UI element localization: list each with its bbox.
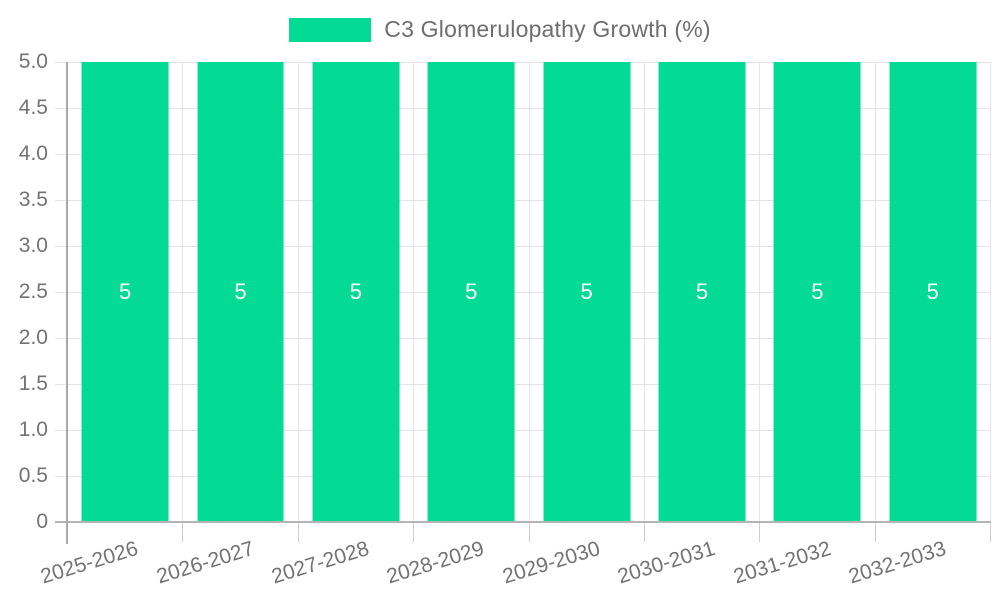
y-tick-label: 4.5 (18, 96, 48, 119)
y-axis-labels: 5.0 4.5 4.0 3.5 3.0 2.5 2.0 1.5 1.0 0.5 … (0, 50, 52, 533)
bar-value-label: 5 (119, 279, 132, 304)
bar-value-label: 5 (926, 279, 939, 304)
bar[interactable]: 5 (312, 62, 400, 522)
legend-label: C3 Glomerulopathy Growth (%) (384, 16, 711, 42)
category-2029-2030: 5 2029-2030 (500, 62, 646, 588)
category-2027-2028: 5 2027-2028 (269, 62, 415, 588)
legend-swatch (289, 17, 372, 42)
bar-value-label: 5 (465, 279, 478, 304)
gridline (55, 292, 991, 293)
gridline (55, 154, 991, 155)
gridline (55, 338, 991, 339)
y-tick-label: 1.0 (18, 418, 48, 441)
category-2031-2032: 5 2031-2032 (731, 62, 877, 588)
bar-value-label: 5 (349, 279, 363, 304)
gridline (55, 200, 991, 201)
y-tick-label: 0 (36, 510, 48, 533)
legend[interactable]: C3 Glomerulopathy Growth (%) (0, 16, 1000, 43)
bars-container: 5 2025-2026 5 2026-2027 5 2027-2028 5 (38, 62, 992, 588)
y-tick-label: 5.0 (18, 50, 48, 73)
y-tick-label: 4.0 (18, 142, 48, 165)
bar-value-label: 5 (811, 279, 824, 304)
gridline (55, 384, 991, 385)
bar[interactable]: 5 (773, 62, 861, 522)
bar[interactable]: 5 (81, 62, 169, 522)
bar-value-label: 5 (695, 279, 709, 304)
bar[interactable]: 5 (658, 62, 746, 522)
bar[interactable]: 5 (427, 62, 515, 522)
gridline (55, 108, 991, 109)
bar[interactable]: 5 (197, 62, 285, 522)
gridline (55, 246, 991, 247)
category-2026-2027: 5 2026-2027 (154, 62, 300, 588)
x-axis-line (55, 521, 991, 523)
y-tick-label: 3.0 (18, 234, 48, 257)
plot-area: 5 2025-2026 5 2026-2027 5 2027-2028 5 (38, 62, 992, 588)
y-tick-label: 2.5 (18, 280, 48, 303)
y-tick-label: 3.5 (18, 188, 48, 211)
bar-value-label: 5 (580, 279, 593, 304)
gridline (55, 430, 991, 431)
y-axis-line (66, 62, 68, 544)
y-tick-label: 1.5 (18, 372, 48, 395)
gridline (55, 476, 991, 477)
category-2025-2026: 5 2025-2026 (38, 62, 184, 588)
category-2028-2029: 5 2028-2029 (384, 62, 530, 588)
category-2030-2031: 5 2030-2031 (615, 62, 761, 588)
bar[interactable]: 5 (889, 62, 977, 522)
bar[interactable]: 5 (543, 62, 631, 522)
y-tick-label: 0.5 (18, 464, 48, 487)
y-tick-label: 2.0 (18, 326, 48, 349)
gridline (55, 62, 991, 63)
category-2032-2033: 5 2032-2033 (846, 62, 992, 588)
bar-value-label: 5 (234, 279, 247, 304)
